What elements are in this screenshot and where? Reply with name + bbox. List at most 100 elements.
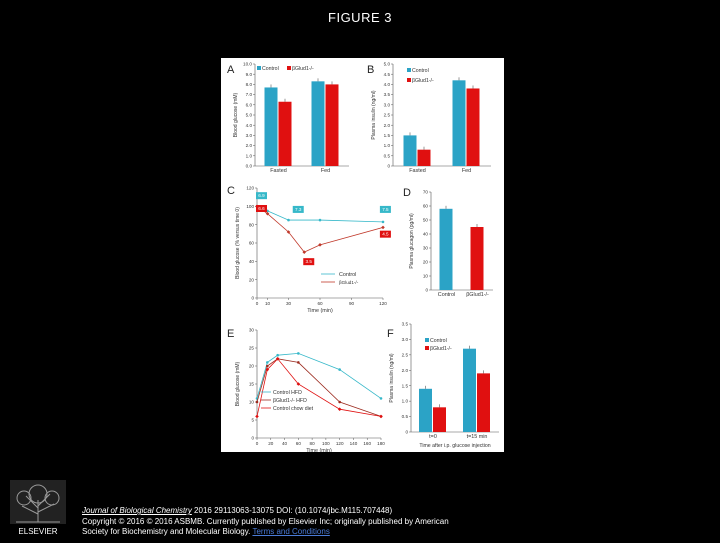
y-tick-label: 6.0 <box>246 102 253 107</box>
y-tick-label: 25 <box>249 346 255 351</box>
y-tick-label: 70 <box>423 190 429 195</box>
y-tick-label: 0 <box>387 164 390 169</box>
y-tick-label: 10.0 <box>243 62 252 67</box>
y-axis-label: Blood glucose (% versus time 0) <box>235 207 241 279</box>
bar <box>452 80 466 166</box>
x-tick-label: 160 <box>363 441 371 446</box>
y-tick-label: 1.5 <box>402 383 409 388</box>
figure-image: 0.0 1.0 2.0 3.0 4.0 5.0 6.0 7.0 8.0 9.0 10.0 Blood … <box>221 58 504 452</box>
x-tick-label: 120 <box>379 301 387 306</box>
terms-link[interactable]: Terms and Conditions <box>252 527 330 536</box>
data-point <box>297 352 300 355</box>
y-tick-label: 100 <box>246 204 254 209</box>
y-tick-label: 40 <box>249 259 255 264</box>
x-axis-label: Time (min) <box>307 308 333 314</box>
annotation-label: 6.9 <box>258 193 265 198</box>
bar <box>463 348 476 432</box>
bar <box>311 81 325 166</box>
bar <box>439 208 453 290</box>
y-tick-label: 0 <box>251 436 254 441</box>
x-tick-label: 30 <box>286 301 292 306</box>
data-point <box>276 353 279 357</box>
x-tick-label: 90 <box>349 301 355 306</box>
x-tick-label: 60 <box>296 441 302 446</box>
y-tick-label: 20 <box>249 364 255 369</box>
data-point <box>381 220 385 224</box>
bar <box>477 373 490 432</box>
y-tick-label: 8.0 <box>246 82 253 87</box>
annotation-label: 6.6 <box>258 206 265 211</box>
panel-letter: A <box>227 64 235 76</box>
y-tick-label: 30 <box>423 246 429 251</box>
y-tick-label: 60 <box>423 204 429 209</box>
x-axis-label: Time (min) <box>306 448 332 452</box>
journal-name[interactable]: Journal of Biological Chemistry <box>82 506 192 515</box>
x-tick-label: 100 <box>322 441 330 446</box>
y-axis-label: Plasma insulin (ng/ml) <box>389 353 395 403</box>
x-tick-label: 0 <box>256 441 259 446</box>
annotation-box <box>292 205 304 213</box>
y-tick-label: 2.0 <box>246 143 253 148</box>
bar <box>403 135 417 166</box>
legend-swatch <box>425 338 429 342</box>
x-tick-label: 0 <box>256 301 259 306</box>
y-tick-label: 4.5 <box>384 72 391 77</box>
annotation-label: 7.5 <box>382 207 389 212</box>
figure-svg: 0.0 1.0 2.0 3.0 4.0 5.0 6.0 7.0 8.0 9.0 10.0 Blood … <box>227 62 499 452</box>
legend-label: Control <box>430 338 447 344</box>
legend-swatch <box>257 66 261 70</box>
panel-letter: D <box>403 187 411 199</box>
legend-label: βGlud1-/- HFD <box>273 398 307 404</box>
y-tick-label: 1.5 <box>384 133 391 138</box>
y-tick-label: 0 <box>405 430 408 435</box>
x-tick-label: 20 <box>268 441 274 446</box>
data-point <box>338 400 341 404</box>
y-tick-label: 7.0 <box>246 92 253 97</box>
legend-label: Control HFD <box>273 390 302 396</box>
category-label: Fasted <box>409 168 425 174</box>
y-tick-label: 5 <box>251 418 254 423</box>
annotation-label: 7.3 <box>295 207 302 212</box>
category-label: t=0 <box>429 434 437 440</box>
y-axis-label: Plasma insulin (ng/ml) <box>371 90 377 140</box>
x-tick-label: 60 <box>317 301 323 306</box>
data-point <box>381 225 385 230</box>
legend-label: βGlud1-/- <box>339 280 359 285</box>
y-tick-label: 2.5 <box>402 352 409 357</box>
legend-label: Control <box>262 66 279 72</box>
data-point <box>302 250 307 254</box>
logo-text: ELSEVIER <box>18 527 57 536</box>
panel-letter: C <box>227 185 235 197</box>
data-point <box>318 218 322 222</box>
x-axis-label: Time after i.p. glucose injection <box>419 443 490 449</box>
x-tick-label: 40 <box>282 441 288 446</box>
bar <box>278 101 292 166</box>
x-tick-label: 80 <box>310 441 316 446</box>
y-tick-label: 15 <box>249 382 255 387</box>
data-point <box>379 414 383 419</box>
legend-label: βGlud1-/- <box>430 346 452 352</box>
y-tick-label: 2.5 <box>384 113 391 118</box>
citation: Journal of Biological Chemistry 2016 291… <box>82 506 712 538</box>
panel-letter: E <box>227 328 234 340</box>
y-tick-label: 3.5 <box>402 322 409 327</box>
x-tick-label: 10 <box>265 301 271 306</box>
data-point <box>266 364 269 368</box>
y-tick-label: 120 <box>246 186 254 191</box>
y-tick-label: 0.0 <box>246 164 253 169</box>
y-tick-label: 2.0 <box>402 368 409 373</box>
annotation-box <box>256 192 267 200</box>
y-axis-label: Blood glucose (mM) <box>235 361 241 406</box>
elsevier-tree-icon: ELSEVIER <box>10 480 66 536</box>
series-line <box>256 358 382 417</box>
data-point <box>255 414 259 419</box>
y-tick-label: 30 <box>249 328 255 333</box>
y-tick-label: 20 <box>249 277 255 282</box>
slide-title: FIGURE 3 <box>328 10 392 25</box>
category-label: Fasted <box>270 168 286 174</box>
y-tick-label: 1.0 <box>384 143 391 148</box>
legend-label: βGlud1-/- <box>412 78 434 84</box>
legend-label: Control chow diet <box>273 406 314 412</box>
legend-swatch <box>287 66 291 70</box>
elsevier-logo: ELSEVIER <box>6 478 70 538</box>
